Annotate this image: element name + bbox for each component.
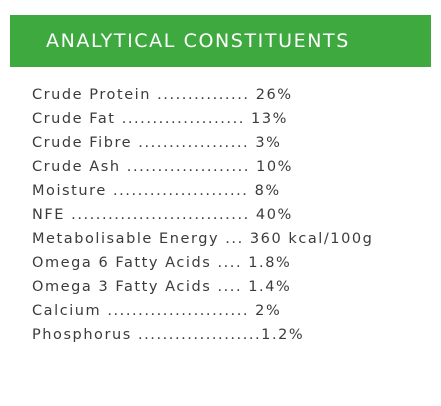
- constituent-moisture: Moisture ...................... 8%: [32, 183, 281, 199]
- constituent-crude-protein: Crude Protein ............... 26%: [32, 87, 293, 103]
- section-title: ANALYTICAL CONSTITUENTS: [46, 30, 350, 52]
- constituents-list: Crude Protein ............... 26% Crude …: [32, 83, 373, 347]
- constituent-crude-fat: Crude Fat .................... 13%: [32, 111, 288, 127]
- constituent-calcium: Calcium ....................... 2%: [32, 303, 282, 319]
- constituent-omega-6: Omega 6 Fatty Acids .... 1.8%: [32, 255, 292, 271]
- constituent-omega-3: Omega 3 Fatty Acids .... 1.4%: [32, 279, 292, 295]
- constituent-crude-fibre: Crude Fibre .................. 3%: [32, 135, 282, 151]
- constituent-metabolisable-energy: Metabolisable Energy ... 360 kcal/100g: [32, 231, 374, 247]
- constituent-crude-ash: Crude Ash .................... 10%: [32, 159, 294, 175]
- section-header: ANALYTICAL CONSTITUENTS: [10, 15, 431, 67]
- constituent-phosphorus: Phosphorus ....................1.2%: [32, 327, 305, 343]
- constituent-nfe: NFE ............................. 40%: [32, 207, 293, 223]
